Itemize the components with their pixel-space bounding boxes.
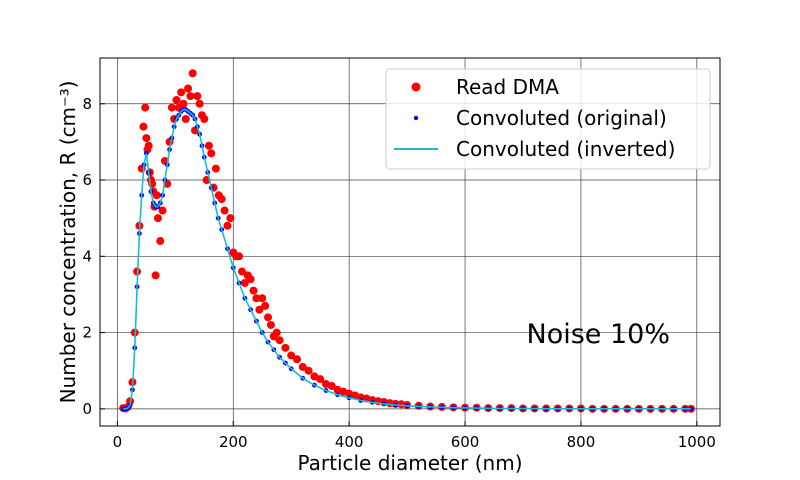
x-tick-label: 200 <box>219 433 248 451</box>
point-convoluted-original <box>688 406 694 412</box>
point-read-dma <box>275 336 284 345</box>
point-read-dma <box>207 149 216 158</box>
point-read-dma <box>217 195 226 204</box>
point-read-dma <box>266 320 275 329</box>
series-area <box>119 69 696 413</box>
point-read-dma <box>226 214 235 223</box>
point-read-dma <box>188 69 197 78</box>
x-tick-label: 800 <box>567 433 596 451</box>
point-read-dma <box>264 313 273 322</box>
x-tick-label: 1000 <box>678 433 716 451</box>
point-read-dma <box>184 84 193 93</box>
point-read-dma <box>195 99 204 108</box>
point-read-dma <box>186 92 195 101</box>
point-read-dma <box>181 115 190 124</box>
legend: Read DMA Convoluted (original) Convolute… <box>385 68 711 170</box>
point-read-dma <box>177 88 186 97</box>
point-read-dma <box>152 191 161 200</box>
point-read-dma <box>156 237 165 246</box>
x-tick-label: 400 <box>335 433 364 451</box>
y-tick-label: 8 <box>82 95 92 113</box>
point-read-dma <box>240 278 249 287</box>
point-read-dma <box>223 221 232 230</box>
point-read-dma <box>193 92 202 101</box>
y-tick-label: 0 <box>82 400 92 418</box>
point-read-dma <box>172 95 181 104</box>
point-read-dma <box>249 286 258 295</box>
point-read-dma <box>153 214 162 223</box>
point-read-dma <box>261 301 270 310</box>
point-read-dma <box>304 366 313 375</box>
point-read-dma <box>293 355 302 364</box>
point-read-dma <box>158 206 167 215</box>
point-read-dma <box>258 294 267 303</box>
point-read-dma <box>167 103 176 112</box>
point-read-dma <box>211 164 220 173</box>
point-read-dma <box>139 122 148 131</box>
line-convoluted-inverted <box>123 108 691 410</box>
point-read-dma <box>316 375 325 384</box>
y-tick-label: 6 <box>82 171 92 189</box>
point-read-dma <box>281 343 290 352</box>
point-read-dma <box>252 294 261 303</box>
point-read-dma <box>272 328 281 337</box>
point-read-dma <box>298 362 307 371</box>
y-tick-label: 2 <box>82 324 92 342</box>
point-read-dma <box>327 381 336 390</box>
point-read-dma <box>235 252 244 261</box>
plot-frame <box>99 57 721 427</box>
legend-label-convoluted-inverted: Convoluted (inverted) <box>456 137 675 161</box>
point-read-dma <box>151 271 160 280</box>
point-read-dma <box>141 103 150 112</box>
point-read-dma <box>237 267 246 276</box>
y-tick-label: 4 <box>82 247 92 265</box>
point-read-dma <box>200 115 209 124</box>
legend-marker-convoluted-original <box>413 115 419 121</box>
point-read-dma <box>142 134 151 143</box>
y-axis-label: Number concentration, R (cm⁻³) <box>56 81 80 404</box>
noise-annotation: Noise 10% <box>527 319 671 350</box>
axis-ticks: 0 200 400 600 800 1000 0 2 4 6 8 <box>82 95 715 451</box>
point-read-dma <box>179 99 188 108</box>
x-axis-label: Particle diameter (nm) <box>297 451 522 475</box>
x-tick-label: 0 <box>113 433 123 451</box>
point-read-dma <box>246 275 255 284</box>
point-read-dma <box>255 305 264 314</box>
legend-marker-read-dma <box>411 82 421 92</box>
point-read-dma <box>220 206 229 215</box>
point-read-dma <box>144 141 153 150</box>
x-tick-label: 600 <box>451 433 480 451</box>
legend-label-read-dma: Read DMA <box>456 75 559 99</box>
legend-label-convoluted-original: Convoluted (original) <box>456 106 667 130</box>
point-read-dma <box>204 141 213 150</box>
point-read-dma <box>287 351 296 360</box>
legend-box <box>385 68 711 170</box>
